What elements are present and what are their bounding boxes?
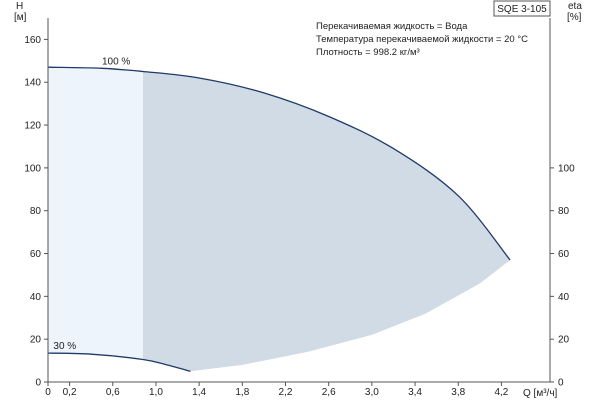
x-tick-label: 1,0 bbox=[149, 387, 163, 398]
title-box-text: SQE 3-105 bbox=[497, 4, 547, 15]
x-axis-label: Q [м³/ч] bbox=[523, 388, 558, 399]
info-line-temperature: Температура перекачиваемой жидкости = 20… bbox=[316, 34, 528, 45]
left-tick-label: 0 bbox=[35, 378, 41, 389]
curve-30-percent bbox=[47, 352, 191, 372]
x-tick-label: 3,4 bbox=[408, 387, 422, 398]
right-tick-label: 60 bbox=[558, 249, 570, 260]
right-tick-label: 80 bbox=[558, 206, 570, 217]
left-tick-label: 160 bbox=[24, 35, 41, 46]
info-line-density: Плотность = 998.2 кг/м³ bbox=[316, 47, 420, 58]
curve-100-percent bbox=[47, 66, 511, 261]
title-box-frame bbox=[493, 0, 551, 17]
curve-label-100: 100 % bbox=[102, 56, 130, 67]
right-tick-label: 0 bbox=[558, 378, 564, 389]
left-axis-unit: [м] bbox=[14, 12, 27, 23]
x-axis-ticks: 0 0,2 0,6 1,0 1,4 1,8 2,2 2,6 3,0 3,4 3,8 4,2 bbox=[45, 382, 509, 398]
title-box: SQE 3-105 bbox=[493, 0, 551, 17]
x-tick-label: 4,2 bbox=[494, 387, 508, 398]
info-block: Перекачиваемая жидкость = Вода Температу… bbox=[316, 21, 528, 58]
x-tick-label: 0 bbox=[45, 387, 51, 398]
right-axis-label: eta bbox=[568, 1, 582, 12]
left-tick-label: 80 bbox=[30, 206, 42, 217]
left-tick-label: 20 bbox=[30, 335, 42, 346]
right-tick-label: 20 bbox=[558, 335, 570, 346]
info-line-fluid: Перекачиваемая жидкость = Вода bbox=[316, 21, 468, 32]
curves bbox=[47, 66, 511, 372]
left-tick-label: 100 bbox=[24, 163, 41, 174]
left-tick-label: 140 bbox=[24, 78, 41, 89]
right-tick-label: 100 bbox=[558, 163, 575, 174]
operating-region bbox=[143, 71, 511, 372]
x-tick-label: 1,4 bbox=[192, 387, 206, 398]
left-axis-label: H bbox=[16, 1, 23, 12]
curve-label-30: 30 % bbox=[53, 341, 76, 352]
x-tick-label: 0,2 bbox=[63, 387, 77, 398]
x-tick-label: 2,6 bbox=[322, 387, 336, 398]
left-tick-label: 40 bbox=[30, 292, 42, 303]
x-tick-label: 3,8 bbox=[451, 387, 465, 398]
right-tick-label: 40 bbox=[558, 292, 570, 303]
left-tick-label: 60 bbox=[30, 249, 42, 260]
x-tick-label: 1,8 bbox=[235, 387, 249, 398]
x-tick-label: 3,0 bbox=[365, 387, 379, 398]
x-tick-label: 0,6 bbox=[106, 387, 120, 398]
x-tick-label: 2,2 bbox=[279, 387, 293, 398]
right-axis-ticks: 0 20 40 60 80 100 bbox=[550, 163, 575, 389]
left-tick-label: 120 bbox=[24, 121, 41, 132]
low-flow-region bbox=[48, 67, 143, 360]
shaded-regions bbox=[48, 67, 511, 372]
right-axis-unit: [%] bbox=[567, 12, 582, 23]
axes bbox=[47, 18, 551, 383]
left-axis-ticks: 0 20 40 60 80 100 120 140 160 bbox=[24, 35, 48, 389]
